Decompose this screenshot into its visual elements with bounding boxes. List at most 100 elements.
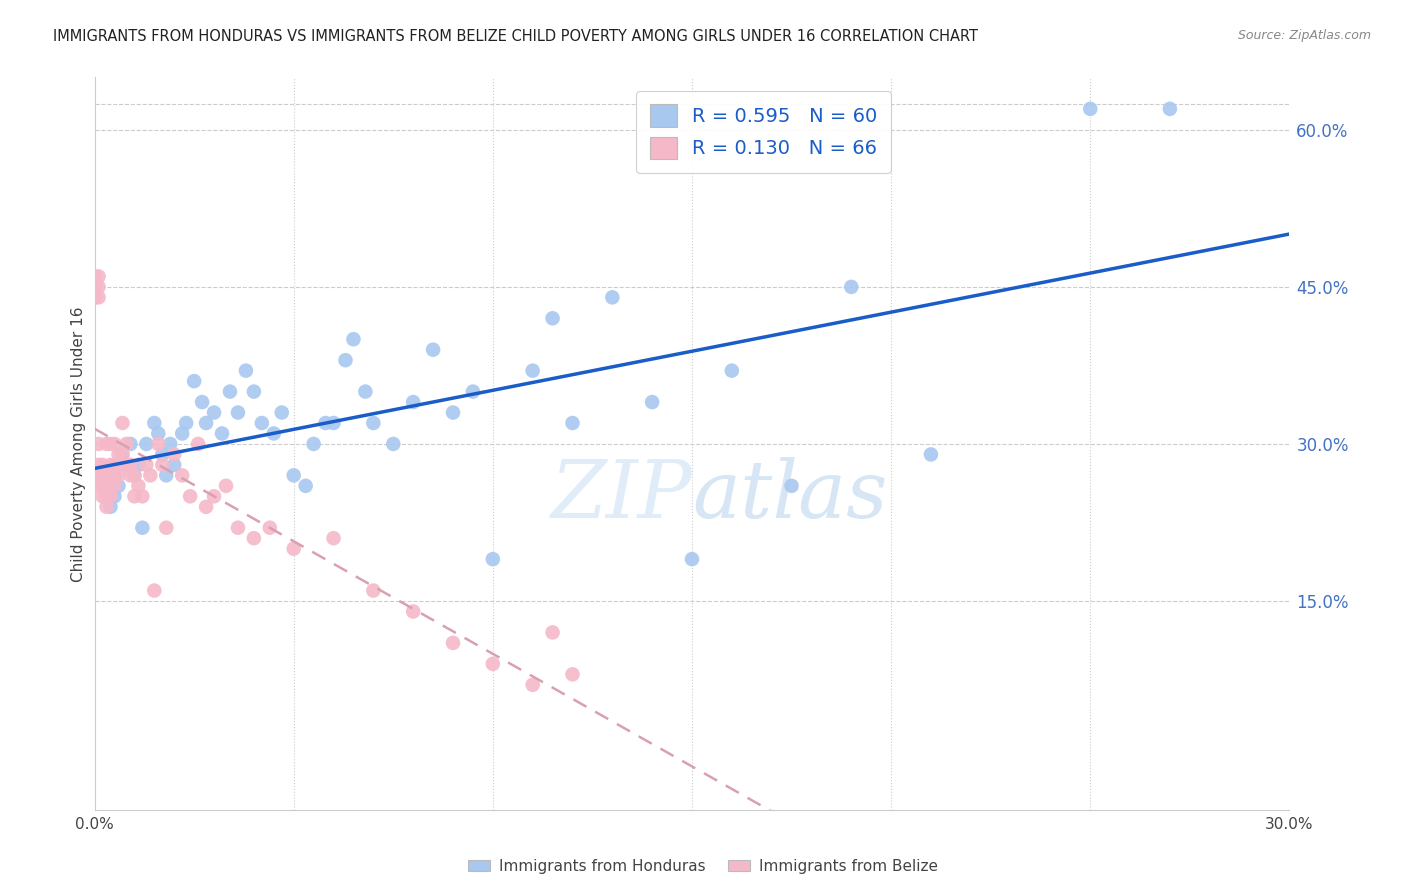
Point	[602, 290, 624, 304]
Point	[172, 468, 194, 483]
Point	[250, 416, 273, 430]
Point	[354, 384, 377, 399]
Point	[91, 489, 114, 503]
Point	[243, 384, 266, 399]
Point	[202, 489, 225, 503]
Point	[135, 458, 157, 472]
Point	[155, 468, 177, 483]
Point	[522, 364, 544, 378]
Point	[100, 489, 122, 503]
Point	[195, 416, 218, 430]
Point	[143, 416, 166, 430]
Point	[124, 489, 146, 503]
Point	[195, 500, 218, 514]
Point	[103, 468, 125, 483]
Point	[174, 416, 197, 430]
Point	[107, 447, 129, 461]
Point	[115, 437, 138, 451]
Point	[202, 405, 225, 419]
Point	[720, 364, 742, 378]
Point	[402, 395, 425, 409]
Point	[461, 384, 484, 399]
Point	[120, 468, 142, 483]
Point	[150, 447, 173, 461]
Point	[131, 489, 153, 503]
Point	[87, 290, 110, 304]
Legend: R = 0.595   N = 60, R = 0.130   N = 66: R = 0.595 N = 60, R = 0.130 N = 66	[636, 91, 891, 173]
Point	[263, 426, 285, 441]
Point	[83, 280, 105, 294]
Point	[294, 479, 316, 493]
Point	[87, 468, 110, 483]
Point	[103, 489, 125, 503]
Point	[322, 416, 344, 430]
Text: ZIP: ZIP	[550, 457, 692, 534]
Point	[163, 458, 186, 472]
Point	[83, 280, 105, 294]
Point	[148, 426, 170, 441]
Point	[139, 468, 162, 483]
Point	[91, 479, 114, 493]
Point	[87, 269, 110, 284]
Point	[96, 437, 118, 451]
Legend: Immigrants from Honduras, Immigrants from Belize: Immigrants from Honduras, Immigrants fro…	[463, 853, 943, 880]
Point	[322, 531, 344, 545]
Point	[243, 531, 266, 545]
Point	[363, 416, 385, 430]
Point	[96, 500, 118, 514]
Point	[120, 458, 142, 472]
Point	[641, 395, 664, 409]
Point	[103, 479, 125, 493]
Point	[96, 489, 118, 503]
Point	[107, 458, 129, 472]
Point	[1159, 102, 1181, 116]
Point	[143, 583, 166, 598]
Point	[226, 405, 249, 419]
Point	[183, 374, 205, 388]
Point	[103, 458, 125, 472]
Point	[111, 447, 134, 461]
Point	[422, 343, 444, 357]
Point	[124, 468, 146, 483]
Point	[115, 458, 138, 472]
Point	[179, 489, 201, 503]
Point	[219, 384, 242, 399]
Point	[363, 583, 385, 598]
Point	[259, 521, 281, 535]
Point	[111, 416, 134, 430]
Point	[315, 416, 337, 430]
Point	[83, 269, 105, 284]
Point	[127, 479, 149, 493]
Point	[148, 437, 170, 451]
Point	[127, 458, 149, 472]
Point	[541, 311, 564, 326]
Text: Source: ZipAtlas.com: Source: ZipAtlas.com	[1237, 29, 1371, 42]
Point	[103, 468, 125, 483]
Point	[83, 290, 105, 304]
Point	[839, 280, 862, 294]
Point	[342, 332, 364, 346]
Point	[211, 426, 233, 441]
Point	[482, 552, 505, 566]
Point	[100, 437, 122, 451]
Point	[111, 447, 134, 461]
Point	[283, 468, 305, 483]
Point	[191, 395, 214, 409]
Point	[270, 405, 292, 419]
Point	[382, 437, 405, 451]
Point	[155, 521, 177, 535]
Text: atlas: atlas	[692, 457, 887, 534]
Point	[441, 636, 464, 650]
Point	[172, 426, 194, 441]
Point	[159, 437, 181, 451]
Point	[100, 500, 122, 514]
Point	[482, 657, 505, 671]
Point	[1078, 102, 1101, 116]
Point	[96, 489, 118, 503]
Point	[87, 458, 110, 472]
Point	[235, 364, 257, 378]
Point	[107, 479, 129, 493]
Point	[441, 405, 464, 419]
Point	[91, 458, 114, 472]
Point	[522, 678, 544, 692]
